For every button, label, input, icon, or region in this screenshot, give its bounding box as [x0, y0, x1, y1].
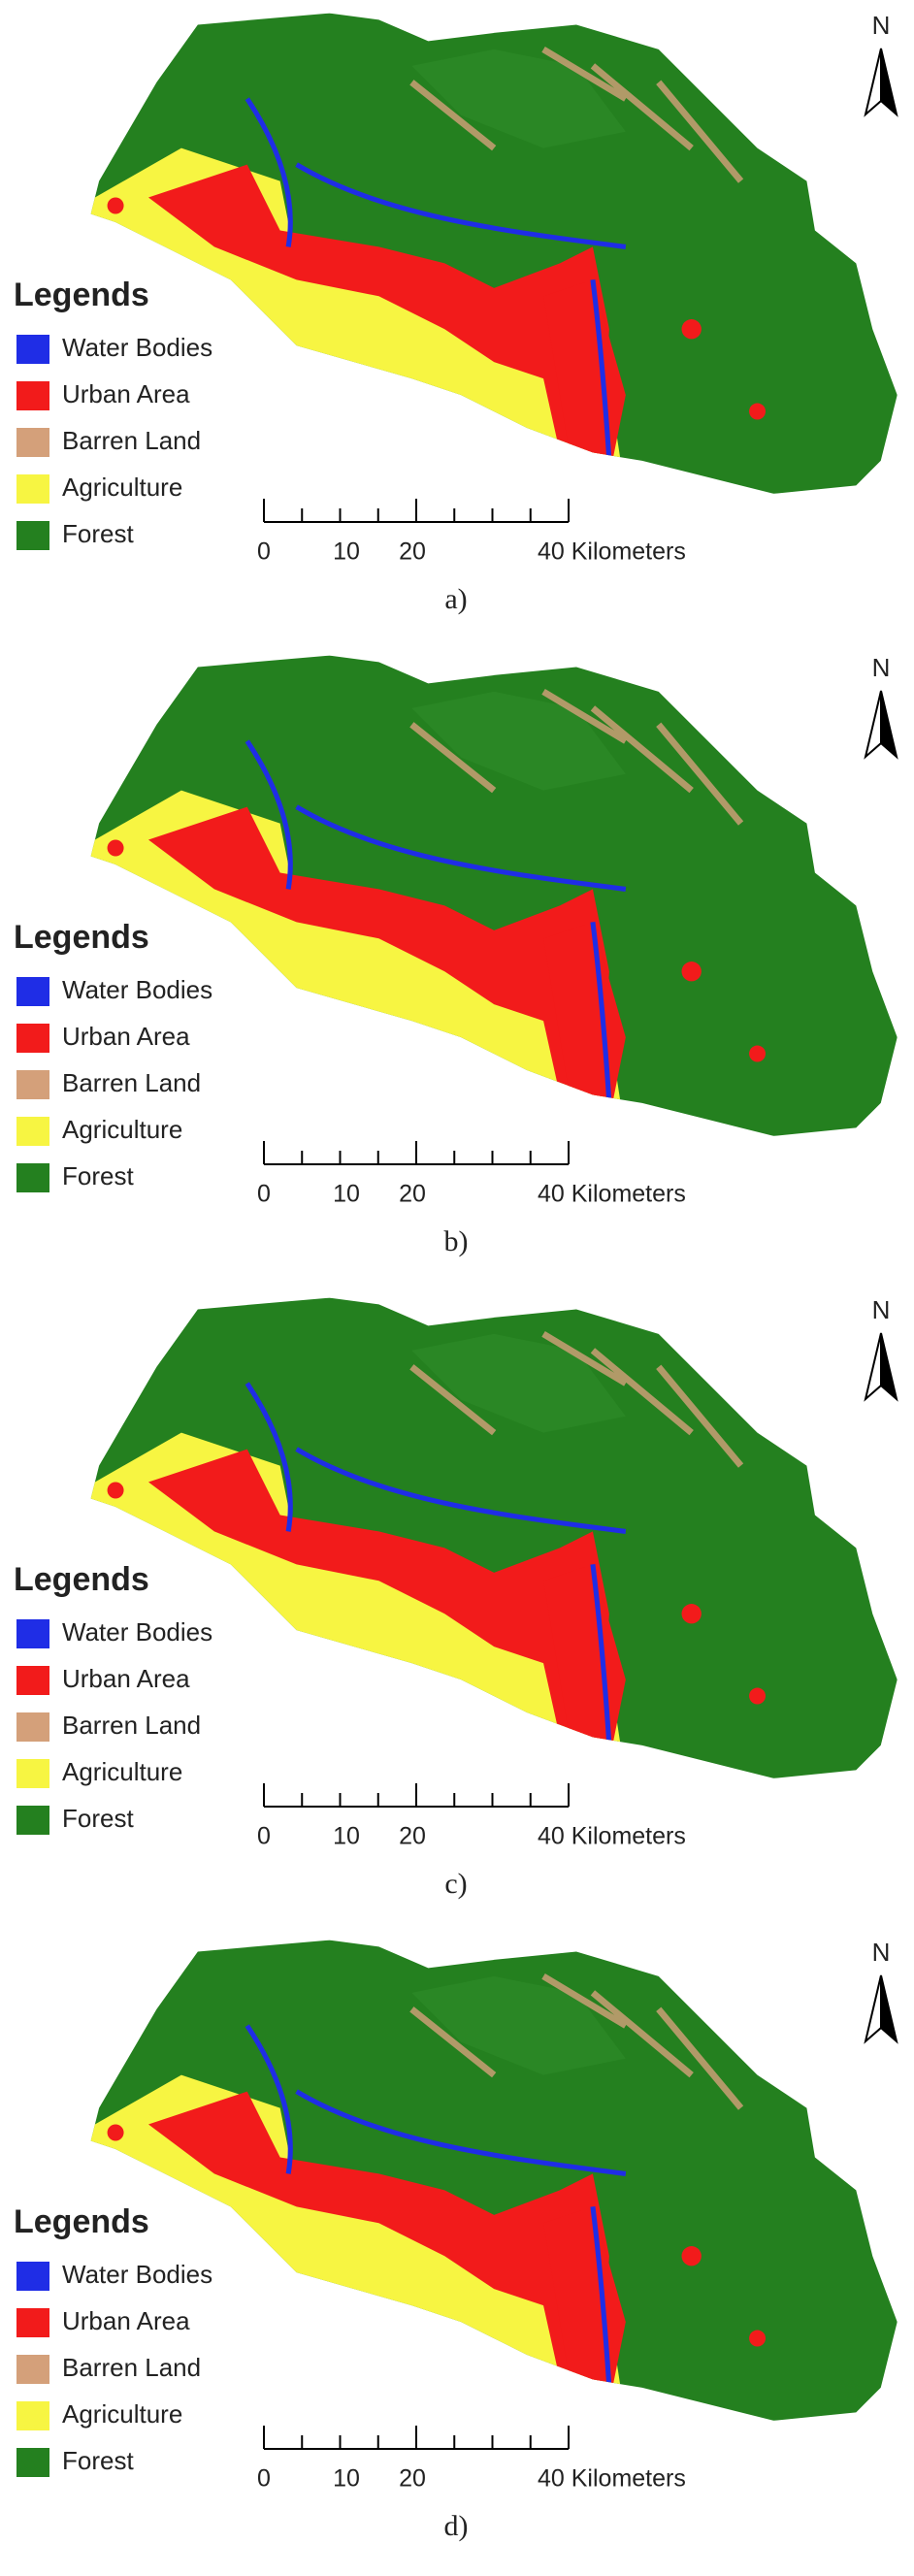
- legend-swatch: [16, 1666, 49, 1695]
- scale-label: 0: [257, 1823, 271, 1850]
- legend-label: Forest: [62, 1161, 134, 1190]
- legend-swatch: [16, 1024, 49, 1053]
- north-arrow: N: [864, 1938, 898, 2044]
- legend-label: Urban Area: [62, 1664, 190, 1693]
- legend-label: Barren Land: [62, 2353, 201, 2382]
- north-label: N: [872, 1295, 891, 1324]
- legend-swatch: [16, 1759, 49, 1788]
- arrow-left: [864, 690, 882, 760]
- scale-label: 0: [257, 538, 271, 566]
- legend-swatch: [16, 428, 49, 457]
- arrow-right: [880, 1332, 898, 1402]
- scale-label: 20: [399, 538, 426, 566]
- legend-label: Agriculture: [62, 1757, 182, 1786]
- legend-swatch: [16, 521, 49, 550]
- map-panel: N Legends Water Bodies Urban Area Barren Lan…: [0, 1927, 913, 2560]
- legend-label: Agriculture: [62, 1115, 182, 1144]
- legend-swatch: [16, 1712, 49, 1742]
- legend-label: Agriculture: [62, 2399, 182, 2429]
- map-panel: N Legends Water Bodies Urban Area Barren Lan…: [0, 1285, 913, 1918]
- legend-label: Water Bodies: [62, 1617, 212, 1647]
- scale-label: 0: [257, 2465, 271, 2493]
- map-panel: N Legends Water Bodies Urban Area Barren Lan…: [0, 642, 913, 1276]
- legend-label: Water Bodies: [62, 2260, 212, 2289]
- scale-label: 10: [333, 538, 360, 566]
- scale-label: 40 Kilometers: [538, 1823, 686, 1850]
- panel-caption: d): [444, 2510, 469, 2542]
- scale-label: 10: [333, 1181, 360, 1208]
- legend-label: Forest: [62, 1804, 134, 1833]
- legend-swatch: [16, 1117, 49, 1146]
- arrow-right: [880, 690, 898, 760]
- legend-label: Urban Area: [62, 2306, 190, 2335]
- arrow-left: [864, 1332, 882, 1402]
- legend-swatch: [16, 1619, 49, 1648]
- legend-swatch: [16, 977, 49, 1006]
- panel-caption: c): [444, 1868, 467, 1900]
- north-label: N: [872, 1938, 891, 1967]
- legend-swatch: [16, 381, 49, 410]
- legend-swatch: [16, 2448, 49, 2477]
- scale-label: 40 Kilometers: [538, 1181, 686, 1208]
- scale-label: 10: [333, 1823, 360, 1850]
- arrow-left: [864, 1974, 882, 2044]
- legend-label: Barren Land: [62, 1068, 201, 1097]
- north-label: N: [872, 11, 891, 40]
- scale-label: 20: [399, 1823, 426, 1850]
- land-cover-map: [0, 642, 913, 1276]
- north-arrow: N: [864, 11, 898, 117]
- arrow-right: [880, 1974, 898, 2044]
- scale-label: 20: [399, 1181, 426, 1208]
- legend-swatch: [16, 474, 49, 504]
- north-arrow: N: [864, 1295, 898, 1402]
- legend-label: Barren Land: [62, 1711, 201, 1740]
- scale-label: 40 Kilometers: [538, 2465, 686, 2493]
- legend-swatch: [16, 335, 49, 364]
- legend-label: Agriculture: [62, 473, 182, 502]
- scale-label: 10: [333, 2465, 360, 2493]
- scale-label: 0: [257, 1181, 271, 1208]
- panel-caption: a): [444, 583, 467, 615]
- legend-swatch: [16, 1163, 49, 1192]
- map-panel: N Legends Water Bodies Urban Area Barren Lan…: [0, 0, 913, 634]
- legend-label: Water Bodies: [62, 333, 212, 362]
- legend-title: Legends: [14, 277, 149, 313]
- legend-title: Legends: [14, 1561, 149, 1598]
- legend-title: Legends: [14, 2203, 149, 2240]
- legend-label: Urban Area: [62, 379, 190, 408]
- legend-swatch: [16, 2355, 49, 2384]
- legend-label: Forest: [62, 519, 134, 548]
- north-arrow: N: [864, 653, 898, 760]
- legend-label: Urban Area: [62, 1022, 190, 1051]
- land-cover-map: [0, 0, 913, 634]
- north-label: N: [872, 653, 891, 682]
- legend-title: Legends: [14, 919, 149, 956]
- scale-label: 40 Kilometers: [538, 538, 686, 566]
- land-cover-map: [0, 1927, 913, 2560]
- legend-swatch: [16, 1806, 49, 1835]
- arrow-right: [880, 48, 898, 117]
- arrow-left: [864, 48, 882, 117]
- legend-swatch: [16, 2262, 49, 2291]
- panel-caption: b): [444, 1225, 469, 1257]
- legend-label: Barren Land: [62, 426, 201, 455]
- legend-swatch: [16, 2401, 49, 2430]
- legend-swatch: [16, 2308, 49, 2337]
- legend-label: Forest: [62, 2446, 134, 2475]
- scale-label: 20: [399, 2465, 426, 2493]
- legend-swatch: [16, 1070, 49, 1099]
- land-cover-map: [0, 1285, 913, 1918]
- legend-label: Water Bodies: [62, 975, 212, 1004]
